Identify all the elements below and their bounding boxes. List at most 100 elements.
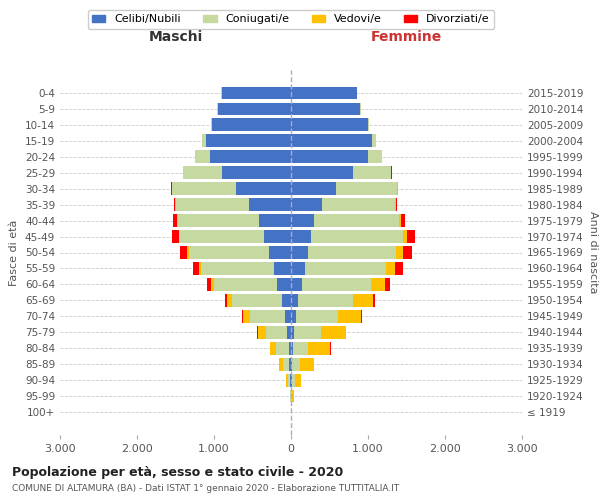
Bar — [280, 358, 283, 370]
Bar — [291, 102, 360, 116]
Bar — [183, 166, 222, 179]
Bar — [305, 262, 386, 275]
Bar — [180, 246, 187, 259]
Bar — [308, 342, 330, 354]
Bar — [285, 310, 291, 322]
Bar — [396, 198, 397, 211]
Bar — [291, 278, 302, 291]
Bar — [296, 310, 338, 322]
Bar — [288, 374, 290, 386]
Bar — [174, 198, 175, 211]
Bar — [248, 198, 291, 211]
Bar — [298, 294, 353, 306]
Bar — [371, 278, 385, 291]
Bar — [199, 262, 201, 275]
Text: Maschi: Maschi — [148, 30, 203, 44]
Bar — [291, 374, 292, 386]
Bar — [282, 294, 291, 306]
Bar — [270, 342, 277, 354]
Bar — [311, 230, 403, 243]
Bar — [211, 278, 214, 291]
Bar — [291, 166, 353, 179]
Legend: Celibi/Nubili, Coniugati/e, Vedovi/e, Divorziati/e: Celibi/Nubili, Coniugati/e, Vedovi/e, Di… — [88, 10, 494, 29]
Bar — [401, 214, 406, 227]
Bar — [308, 246, 397, 259]
Bar — [222, 86, 291, 100]
Bar — [289, 358, 291, 370]
Bar — [232, 294, 282, 306]
Bar — [236, 182, 291, 195]
Bar — [291, 262, 305, 275]
Bar — [385, 278, 389, 291]
Bar — [202, 134, 206, 147]
Bar — [201, 262, 274, 275]
Bar — [264, 230, 291, 243]
Bar — [353, 166, 391, 179]
Bar — [274, 262, 291, 275]
Bar — [227, 294, 232, 306]
Bar — [291, 342, 293, 354]
Bar — [368, 150, 382, 163]
Bar — [277, 342, 289, 354]
Bar — [399, 214, 401, 227]
Bar — [291, 358, 292, 370]
Bar — [322, 198, 395, 211]
Bar — [386, 262, 395, 275]
Bar — [173, 214, 178, 227]
Bar — [292, 390, 293, 402]
Bar — [291, 214, 314, 227]
Bar — [283, 358, 289, 370]
Bar — [195, 150, 210, 163]
Bar — [395, 198, 396, 211]
Bar — [187, 246, 188, 259]
Bar — [178, 214, 259, 227]
Bar — [291, 246, 308, 259]
Bar — [314, 214, 399, 227]
Bar — [403, 246, 412, 259]
Bar — [294, 326, 321, 338]
Text: Popolazione per età, sesso e stato civile - 2020: Popolazione per età, sesso e stato civil… — [12, 466, 343, 479]
Bar — [372, 134, 376, 147]
Bar — [172, 230, 179, 243]
Bar — [214, 278, 277, 291]
Bar — [172, 182, 236, 195]
Bar — [211, 118, 212, 132]
Bar — [286, 374, 288, 386]
Bar — [243, 310, 250, 322]
Bar — [193, 262, 199, 275]
Bar — [300, 358, 314, 370]
Text: COMUNE DI ALTAMURA (BA) - Dati ISTAT 1° gennaio 2020 - Elaborazione TUTTITALIA.I: COMUNE DI ALTAMURA (BA) - Dati ISTAT 1° … — [12, 484, 399, 493]
Bar — [176, 198, 248, 211]
Bar — [291, 182, 335, 195]
Bar — [210, 150, 291, 163]
Bar — [321, 326, 346, 338]
Bar — [179, 230, 264, 243]
Bar — [290, 374, 291, 386]
Bar — [250, 310, 285, 322]
Bar — [291, 150, 368, 163]
Bar — [212, 118, 291, 132]
Y-axis label: Fasce di età: Fasce di età — [10, 220, 19, 286]
Bar — [335, 182, 397, 195]
Bar — [207, 278, 211, 291]
Bar — [302, 278, 371, 291]
Bar — [259, 214, 291, 227]
Bar — [291, 326, 294, 338]
Bar — [338, 310, 361, 322]
Bar — [277, 278, 291, 291]
Bar — [206, 134, 291, 147]
Bar — [188, 246, 269, 259]
Bar — [287, 326, 291, 338]
Bar — [373, 294, 374, 306]
Bar — [269, 246, 291, 259]
Bar — [353, 294, 373, 306]
Bar — [403, 230, 407, 243]
Bar — [293, 342, 308, 354]
Bar — [258, 326, 266, 338]
Bar — [295, 374, 301, 386]
Bar — [397, 246, 403, 259]
Bar — [218, 102, 291, 116]
Bar — [330, 342, 331, 354]
Bar — [292, 374, 295, 386]
Bar — [291, 294, 298, 306]
